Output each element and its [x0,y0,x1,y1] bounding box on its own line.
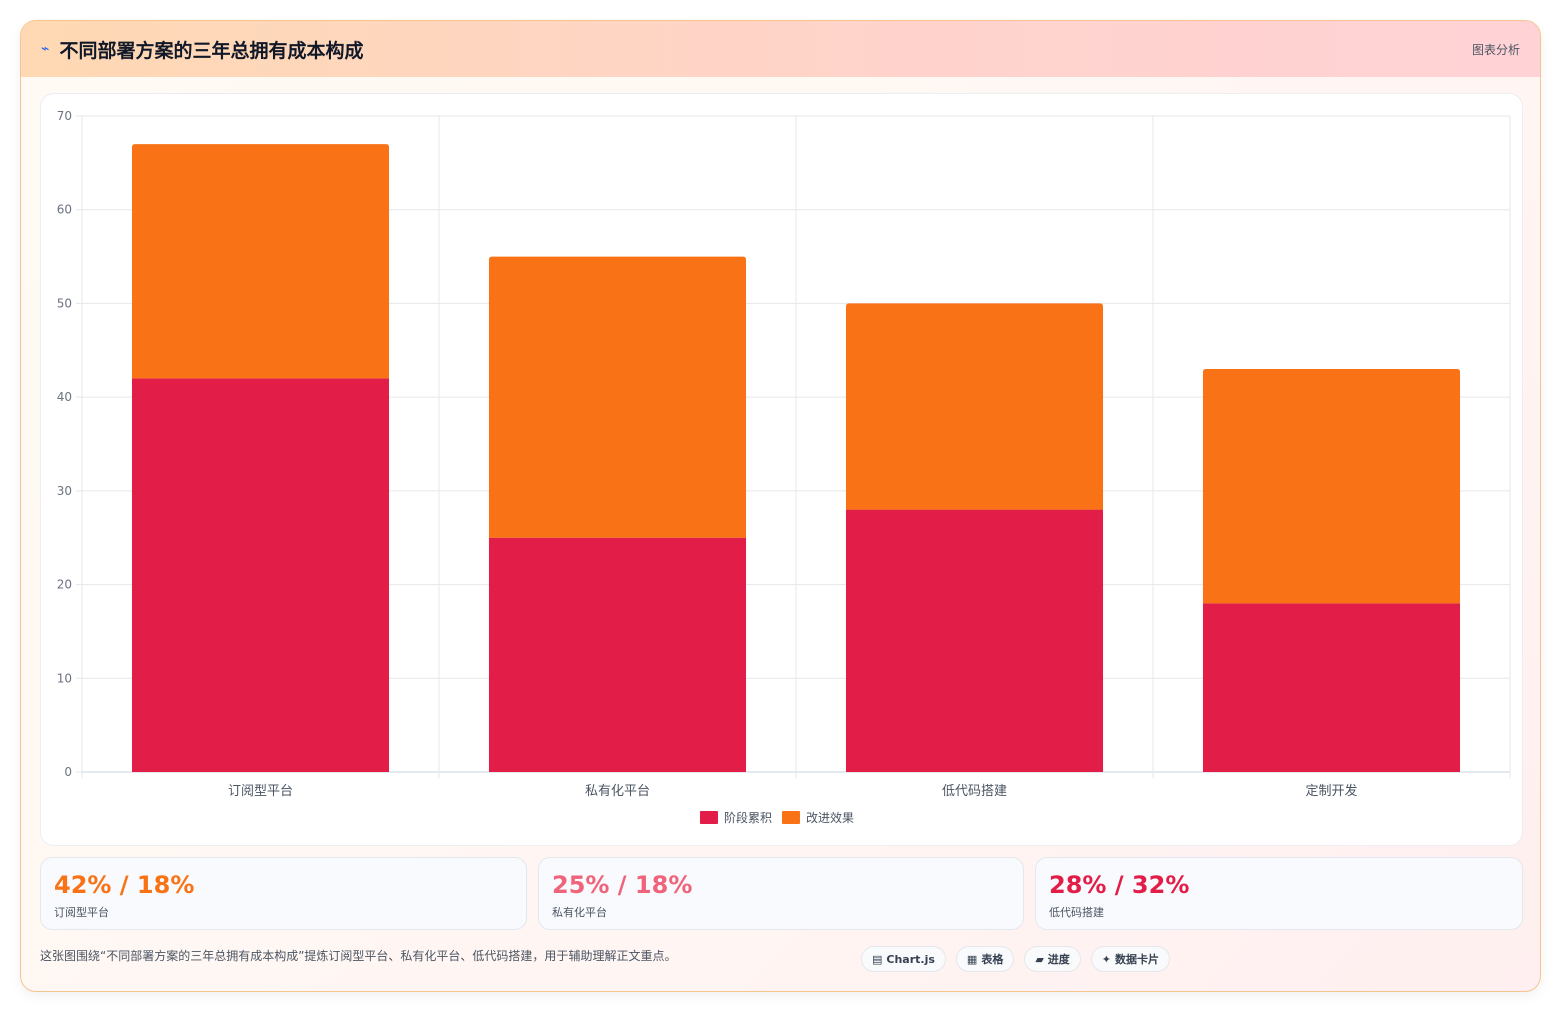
pill-label: Chart.js [886,952,935,966]
y-tick-label: 30 [57,484,72,498]
bar-segment [131,378,390,772]
y-axis-ticks: 0 10 20 30 40 50 60 70 [57,109,72,779]
y-tick-label: 60 [57,203,72,217]
x-tick-label: 订阅型平台 [228,784,293,799]
stacked-bar-chart: 0 10 20 30 40 50 60 70 订阅型平台 私有化平台 低代码搭建 定制开发 阶段累积… [57,109,1511,825]
bar-segment [845,303,1104,510]
y-tick-label: 20 [57,578,72,592]
y-tick-label: 70 [57,109,72,123]
x-tick-label: 低代码搭建 [942,783,1007,799]
bar-segment [488,256,747,538]
stat-card-2: 25% / 18% 私有化平台 [538,857,1024,930]
y-tick-label: 10 [57,671,72,685]
stat-label-1: 订阅型平台 [54,906,109,919]
legend-label: 改进效果 [806,810,854,825]
chart-line-icon: ⌁ [41,41,50,57]
pill-chartjs[interactable]: ▤ Chart.js [861,946,946,972]
pill-label: 表格 [981,953,1004,966]
x-tick-label: 定制开发 [1305,783,1357,799]
x-tick-label: 私有化平台 [585,784,650,799]
pill-data-cards[interactable]: ✦ 数据卡片 [1090,946,1171,972]
chart-caption: 这张图围绕“不同部署方案的三年总拥有成本构成”提炼订阅型平台、私有化平台、低代码… [40,949,677,963]
bar-segment [1202,603,1461,772]
bar-segment [845,509,1104,772]
pill-table[interactable]: ▦ 表格 [955,946,1015,972]
stat-value-1: 42% / 18% [54,871,195,899]
bar-segment [131,144,390,379]
chart-analysis-tag: 图表分析 [1471,43,1520,57]
pill-label: 数据卡片 [1115,953,1160,966]
card-icon: ▤ [872,952,883,966]
chart-panel: 0 10 20 30 40 50 60 70 订阅型平台 私有化平台 低代码搭建 定制开发 阶段累积… [40,93,1523,846]
stat-value-3: 28% / 32% [1049,871,1190,899]
card-header: ⌁ 不同部署方案的三年总拥有成本构成 图表分析 [21,21,1540,77]
table-icon: ▦ [966,952,978,966]
x-axis-ticks: 订阅型平台 私有化平台 低代码搭建 定制开发 [228,783,1358,799]
pill-label: 进度 [1047,953,1070,966]
chart-title: 不同部署方案的三年总拥有成本构成 [59,39,364,62]
legend-label: 阶段累积 [724,810,772,825]
bar-segment [488,537,747,772]
stat-label-2: 私有化平台 [552,906,607,919]
chart-card: ⌁ 不同部署方案的三年总拥有成本构成 图表分析 0 10 20 30 40 50 60 70 … [20,20,1541,992]
stat-label-3: 低代码搭建 [1049,906,1104,919]
y-tick-label: 0 [64,765,72,779]
y-tick-label: 40 [57,390,72,404]
chart-legend: 阶段累积 改进效果 [700,810,854,825]
feature-pills: ▤ Chart.js ▦ 表格 ▰ 进度 ✦ 数据卡片 [861,946,1171,972]
bar-segment [1202,369,1461,604]
stat-value-2: 25% / 18% [552,871,693,899]
pill-progress[interactable]: ▰ 进度 [1024,946,1081,972]
y-tick-label: 50 [57,296,72,310]
legend-swatch [700,811,718,824]
progress-icon: ▰ [1035,952,1044,966]
sparkle-icon: ✦ [1101,952,1112,966]
stat-card-3: 28% / 32% 低代码搭建 [1035,857,1523,930]
legend-swatch [782,811,800,824]
chart-bars [131,144,1461,772]
stat-card-1: 42% / 18% 订阅型平台 [40,857,527,930]
